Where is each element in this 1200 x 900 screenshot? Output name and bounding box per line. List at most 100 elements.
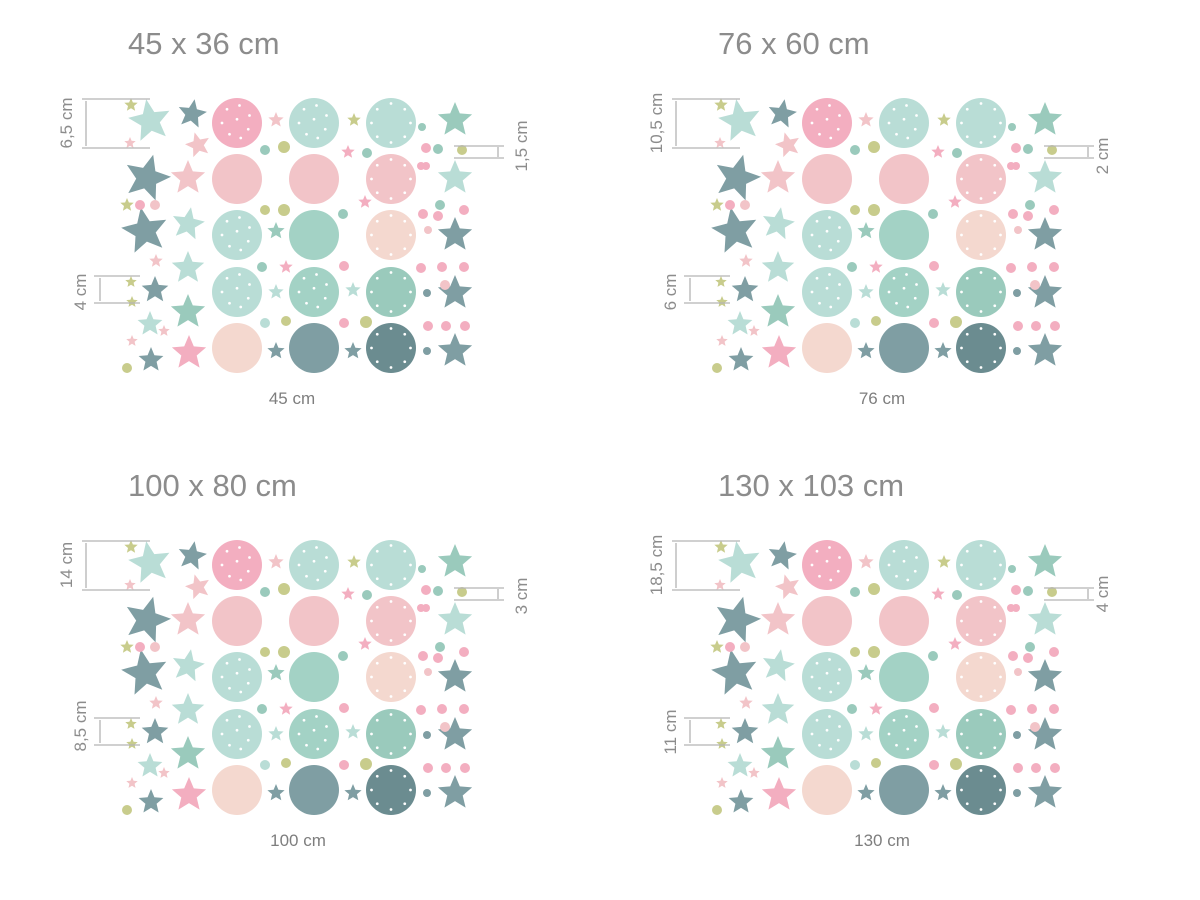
- star-sticker: [358, 195, 372, 208]
- circle-sticker: [212, 652, 262, 702]
- star-sticker: [935, 724, 951, 739]
- star-sticker: [170, 294, 206, 327]
- dot-sticker: [433, 653, 443, 663]
- star-sticker: [1027, 602, 1063, 635]
- panel-130x103: 130 x 103 cm 18,5 cm 11 cm 4 cm 130 cm: [590, 442, 1150, 862]
- star-sticker: [934, 784, 952, 801]
- big-star-size-label: 18,5 cm: [647, 535, 666, 595]
- dot-size-label: 4 cm: [1093, 576, 1112, 613]
- dot-sticker: [459, 704, 469, 714]
- circle-sticker: [802, 765, 852, 815]
- star-sticker: [141, 276, 169, 302]
- white-dots: [370, 102, 412, 144]
- panel-title: 76 x 60 cm: [718, 26, 870, 61]
- dot-sticker: [950, 316, 962, 328]
- star-sticker: [739, 696, 753, 709]
- white-dots: [220, 104, 251, 140]
- dot-sticker: [423, 789, 431, 797]
- dot-sticker: [929, 318, 939, 328]
- dot-sticker: [1011, 585, 1021, 595]
- circle-sticker: [366, 709, 416, 759]
- circle-sticker: [802, 210, 852, 260]
- white-dots: [370, 713, 412, 755]
- star-sticker: [1027, 544, 1063, 577]
- circle-sticker: [366, 765, 416, 815]
- dot-sticker: [278, 646, 290, 658]
- dot-sticker: [850, 647, 860, 657]
- white-dots: [370, 769, 412, 811]
- dot-sticker: [433, 144, 443, 154]
- star-sticker: [1027, 775, 1063, 808]
- white-dots: [220, 216, 251, 252]
- white-dots: [960, 544, 1002, 586]
- width-label: 45 cm: [269, 389, 315, 408]
- dot-sticker: [1013, 789, 1021, 797]
- circle-sticker: [956, 709, 1006, 759]
- sticker-artwork: [120, 98, 473, 373]
- sticker-artwork: [710, 540, 1063, 815]
- star-sticker: [138, 789, 164, 813]
- small-star-size-label: 4 cm: [71, 274, 90, 311]
- star-sticker: [715, 718, 727, 729]
- small-star-dimension: 8,5 cm: [71, 700, 140, 752]
- star-sticker: [1027, 102, 1063, 135]
- white-dots: [370, 544, 412, 586]
- white-dots: [297, 104, 328, 140]
- circle-sticker: [879, 210, 929, 260]
- star-sticker: [279, 260, 293, 273]
- dot-sticker: [1047, 587, 1057, 597]
- dot-sticker: [423, 321, 433, 331]
- circle-sticker: [956, 652, 1006, 702]
- circle-sticker: [212, 154, 262, 204]
- circle-sticker: [366, 210, 416, 260]
- star-sticker: [760, 294, 796, 327]
- star-sticker: [768, 99, 797, 128]
- star-sticker: [869, 702, 883, 715]
- star-sticker: [120, 640, 134, 653]
- dot-sticker: [457, 145, 467, 155]
- star-sticker: [171, 693, 205, 724]
- dot-sticker: [1031, 321, 1041, 331]
- dot-size-label: 1,5 cm: [512, 120, 531, 171]
- circle-sticker: [366, 323, 416, 373]
- star-sticker: [937, 555, 951, 568]
- dot-sticker: [135, 200, 145, 210]
- white-dots: [370, 600, 412, 642]
- star-sticker: [267, 342, 285, 359]
- star-sticker: [124, 137, 136, 148]
- dot-sticker: [868, 646, 880, 658]
- star-sticker: [128, 99, 170, 141]
- circle-sticker: [212, 765, 262, 815]
- circle-sticker: [956, 98, 1006, 148]
- star-sticker: [124, 98, 138, 111]
- star-sticker: [711, 207, 757, 253]
- star-sticker: [124, 540, 138, 553]
- dot-sticker: [441, 321, 451, 331]
- dot-sticker: [424, 668, 432, 676]
- dot-sticker: [418, 651, 428, 661]
- dot-sticker: [952, 148, 962, 158]
- dot-sticker: [1049, 262, 1059, 272]
- dot-sticker: [1012, 162, 1020, 170]
- star-sticker: [137, 311, 163, 335]
- circle-sticker: [802, 98, 852, 148]
- dot-sticker: [435, 200, 445, 210]
- dot-sticker: [437, 262, 447, 272]
- star-sticker: [344, 784, 362, 801]
- star-sticker: [149, 696, 163, 709]
- width-label: 130 cm: [854, 831, 910, 850]
- star-sticker: [716, 738, 728, 749]
- circle-sticker: [212, 210, 262, 260]
- dot-sticker: [460, 763, 470, 773]
- big-star-dimension: 14 cm: [57, 540, 150, 591]
- dot-sticker: [1030, 722, 1040, 732]
- white-dots: [960, 271, 1002, 313]
- big-star-dimension: 18,5 cm: [647, 535, 740, 595]
- dot-sticker: [1013, 321, 1023, 331]
- dot-sticker: [433, 211, 443, 221]
- dot-sticker: [424, 226, 432, 234]
- dot-dimension: 3 cm: [454, 578, 531, 614]
- circle-sticker: [366, 154, 416, 204]
- star-sticker: [857, 222, 875, 239]
- star-sticker: [347, 555, 361, 568]
